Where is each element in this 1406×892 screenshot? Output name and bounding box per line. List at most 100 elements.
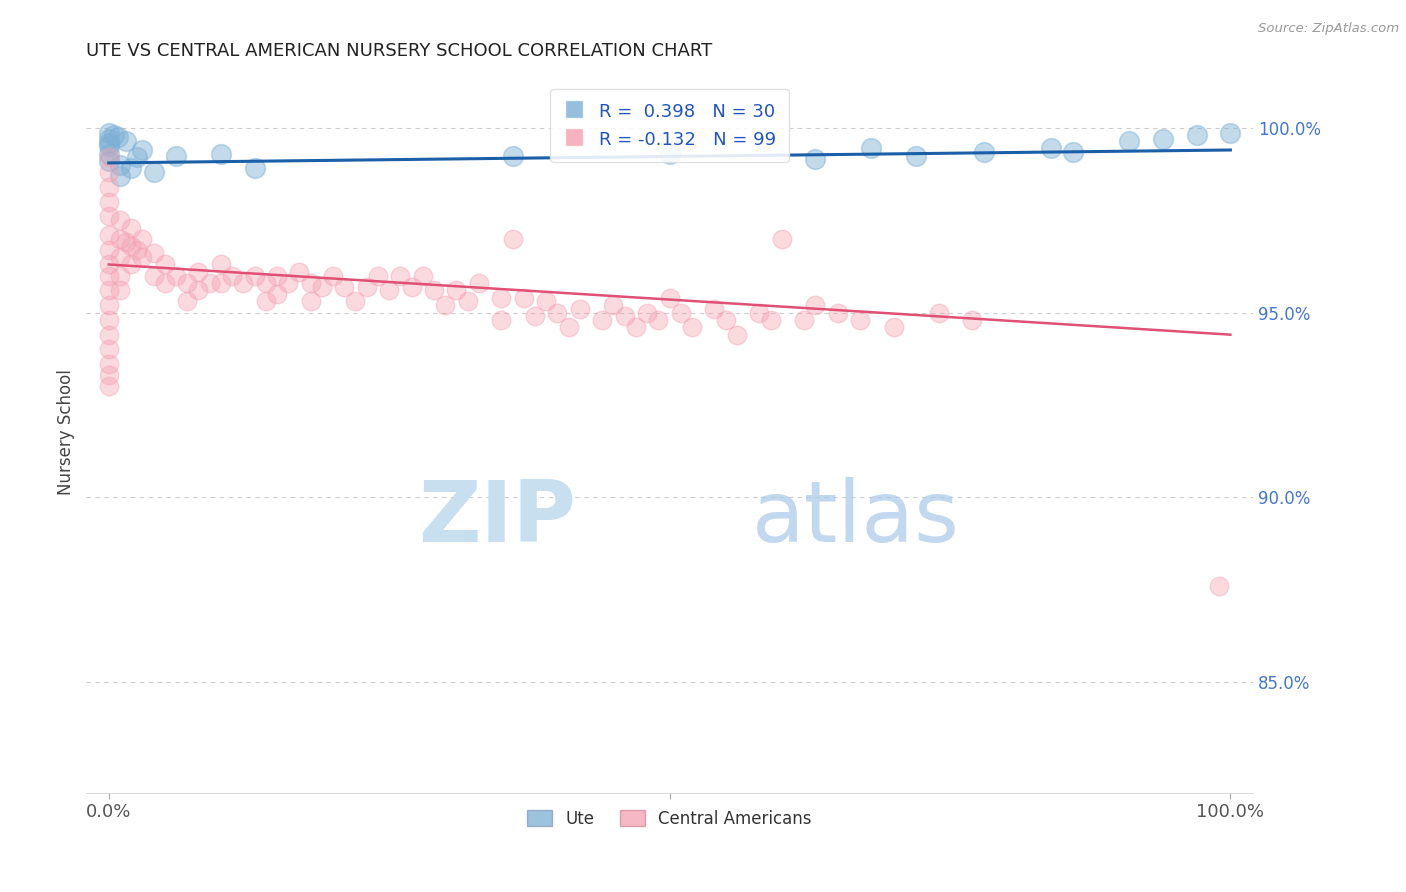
- Point: [613, 309, 636, 323]
- Point: [97, 258, 120, 272]
- Point: [97, 150, 120, 164]
- Point: [108, 250, 131, 264]
- Point: [97, 194, 120, 209]
- Point: [97, 379, 120, 393]
- Point: [546, 305, 568, 319]
- Point: [108, 283, 131, 297]
- Point: [804, 298, 827, 312]
- Point: [883, 320, 905, 334]
- Point: [254, 294, 277, 309]
- Point: [142, 165, 165, 179]
- Point: [973, 145, 995, 159]
- Text: atlas: atlas: [752, 477, 960, 560]
- Point: [658, 291, 681, 305]
- Point: [681, 320, 703, 334]
- Point: [928, 305, 950, 319]
- Point: [97, 127, 120, 141]
- Point: [367, 268, 389, 283]
- Point: [725, 327, 748, 342]
- Point: [1118, 134, 1140, 148]
- Point: [793, 313, 815, 327]
- Point: [568, 301, 591, 316]
- Point: [142, 268, 165, 283]
- Point: [120, 220, 142, 235]
- Point: [120, 258, 142, 272]
- Point: [131, 232, 153, 246]
- Point: [97, 368, 120, 383]
- Point: [97, 227, 120, 242]
- Point: [591, 313, 613, 327]
- Point: [423, 283, 446, 297]
- Point: [97, 268, 120, 283]
- Point: [266, 287, 288, 301]
- Point: [209, 146, 232, 161]
- Point: [243, 268, 266, 283]
- Point: [142, 246, 165, 260]
- Point: [97, 283, 120, 297]
- Point: [491, 291, 513, 305]
- Point: [714, 313, 737, 327]
- Text: Source: ZipAtlas.com: Source: ZipAtlas.com: [1258, 22, 1399, 36]
- Point: [176, 294, 198, 309]
- Point: [1208, 579, 1230, 593]
- Point: [356, 279, 378, 293]
- Point: [153, 258, 176, 272]
- Point: [125, 243, 148, 257]
- Point: [131, 250, 153, 264]
- Point: [97, 210, 120, 224]
- Point: [97, 136, 120, 150]
- Y-axis label: Nursery School: Nursery School: [58, 369, 75, 495]
- Point: [243, 161, 266, 176]
- Point: [1062, 145, 1084, 159]
- Point: [266, 268, 288, 283]
- Point: [1219, 127, 1241, 141]
- Point: [860, 141, 883, 155]
- Point: [636, 305, 658, 319]
- Point: [389, 268, 412, 283]
- Point: [97, 343, 120, 357]
- Point: [108, 268, 131, 283]
- Point: [97, 165, 120, 179]
- Point: [299, 276, 322, 290]
- Point: [103, 128, 125, 143]
- Point: [288, 265, 311, 279]
- Point: [434, 298, 457, 312]
- Point: [311, 279, 333, 293]
- Point: [97, 313, 120, 327]
- Point: [131, 143, 153, 157]
- Point: [658, 146, 681, 161]
- Text: UTE VS CENTRAL AMERICAN NURSERY SCHOOL CORRELATION CHART: UTE VS CENTRAL AMERICAN NURSERY SCHOOL C…: [86, 42, 713, 60]
- Point: [125, 150, 148, 164]
- Point: [669, 305, 692, 319]
- Point: [513, 291, 536, 305]
- Point: [502, 148, 524, 162]
- Point: [97, 139, 120, 153]
- Point: [748, 305, 770, 319]
- Point: [1185, 128, 1208, 143]
- Point: [108, 169, 131, 183]
- Point: [344, 294, 367, 309]
- Point: [468, 276, 491, 290]
- Point: [804, 153, 827, 167]
- Point: [97, 146, 120, 161]
- Point: [905, 148, 928, 162]
- Point: [759, 313, 782, 327]
- Point: [849, 313, 872, 327]
- Point: [602, 298, 624, 312]
- Point: [412, 268, 434, 283]
- Point: [97, 180, 120, 194]
- Point: [1152, 132, 1174, 146]
- Legend: Ute, Central Americans: Ute, Central Americans: [520, 804, 818, 835]
- Point: [209, 276, 232, 290]
- Point: [114, 235, 136, 250]
- Point: [97, 298, 120, 312]
- Point: [299, 294, 322, 309]
- Point: [401, 279, 423, 293]
- Point: [114, 134, 136, 148]
- Point: [107, 130, 129, 145]
- Point: [647, 313, 669, 327]
- Point: [827, 305, 849, 319]
- Point: [534, 294, 557, 309]
- Point: [1039, 141, 1062, 155]
- Point: [523, 309, 546, 323]
